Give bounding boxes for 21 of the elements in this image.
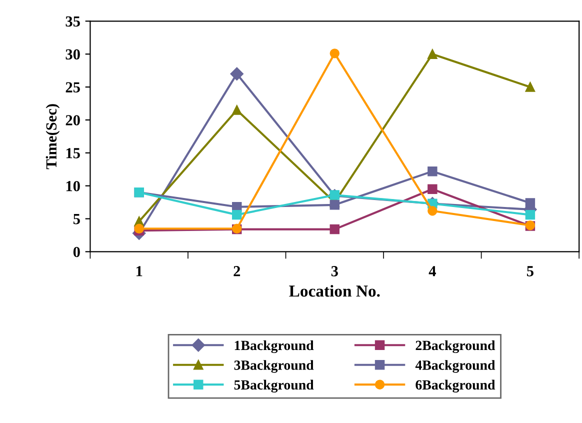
y-tick-label: 35 <box>66 16 80 27</box>
legend-label: 4Background <box>415 360 496 373</box>
x-tick-label: 4 <box>428 266 436 276</box>
y-tick-label: 5 <box>73 214 80 224</box>
x-tick-label: 1 <box>136 266 142 276</box>
legend-label: 2Background <box>416 340 496 354</box>
legend-label: 5Background <box>234 380 314 393</box>
y-tick-label: 20 <box>66 115 80 126</box>
y-tick-label: 15 <box>66 148 80 158</box>
y-tick-label: 0 <box>73 246 80 258</box>
legend-label: 1Background <box>234 340 314 354</box>
x-axis-title: Location No. <box>289 284 380 297</box>
y-tick-label: 10 <box>66 180 80 192</box>
x-tick-label: 3 <box>331 266 338 276</box>
legend-label: 6Background <box>416 380 496 393</box>
x-tick-label: 2 <box>234 266 240 276</box>
y-axis-title: Time(Sec) <box>46 104 60 170</box>
legend-label: 3Background <box>234 360 314 373</box>
y-tick-label: 30 <box>66 49 80 60</box>
x-tick-label: 5 <box>526 266 534 276</box>
y-tick-label: 25 <box>66 82 80 92</box>
